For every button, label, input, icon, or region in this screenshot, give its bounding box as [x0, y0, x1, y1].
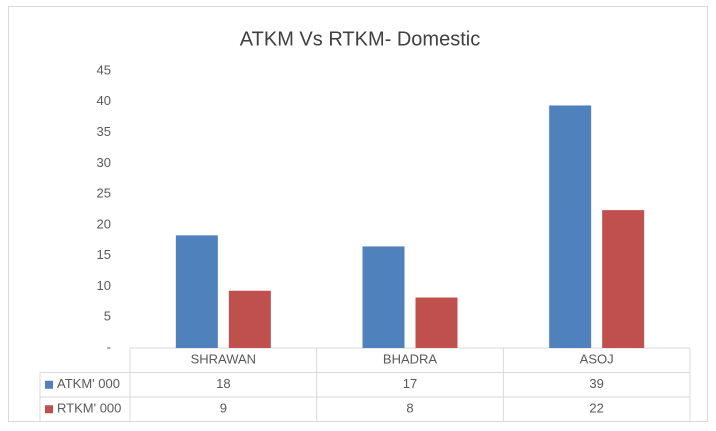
chart-title: ATKM Vs RTKM- Domestic	[240, 28, 480, 50]
legend-label: RTKM' 000	[57, 401, 121, 416]
bar	[175, 235, 218, 348]
bar	[602, 210, 645, 348]
y-tick-label: 20	[97, 216, 111, 231]
table-value: 22	[589, 401, 603, 416]
table-value: 17	[403, 376, 417, 391]
legend-key	[45, 380, 53, 389]
y-tick-label: 25	[97, 186, 111, 201]
y-tick-label: 35	[97, 124, 111, 139]
legend-label: ATKM' 000	[57, 376, 120, 391]
x-tick-label: SHRAWAN	[191, 352, 256, 367]
y-tick-label: 45	[97, 62, 111, 77]
table-value: 39	[589, 376, 603, 391]
table-value: 9	[220, 401, 227, 416]
table-value: 18	[216, 376, 230, 391]
bar	[549, 105, 592, 349]
y-tick-label: 10	[97, 278, 111, 293]
y-tick-label: 5	[104, 309, 111, 324]
x-tick-label: ASOJ	[580, 352, 614, 367]
bar	[415, 297, 458, 348]
legend-key	[45, 405, 53, 414]
bar	[362, 246, 405, 348]
y-tick-label: -	[107, 339, 111, 354]
y-tick-label: 40	[97, 93, 111, 108]
x-tick-label: BHADRA	[383, 352, 438, 367]
table-value: 8	[406, 401, 413, 416]
y-tick-label: 30	[97, 155, 111, 170]
y-tick-label: 15	[97, 247, 111, 262]
bar	[228, 290, 271, 348]
